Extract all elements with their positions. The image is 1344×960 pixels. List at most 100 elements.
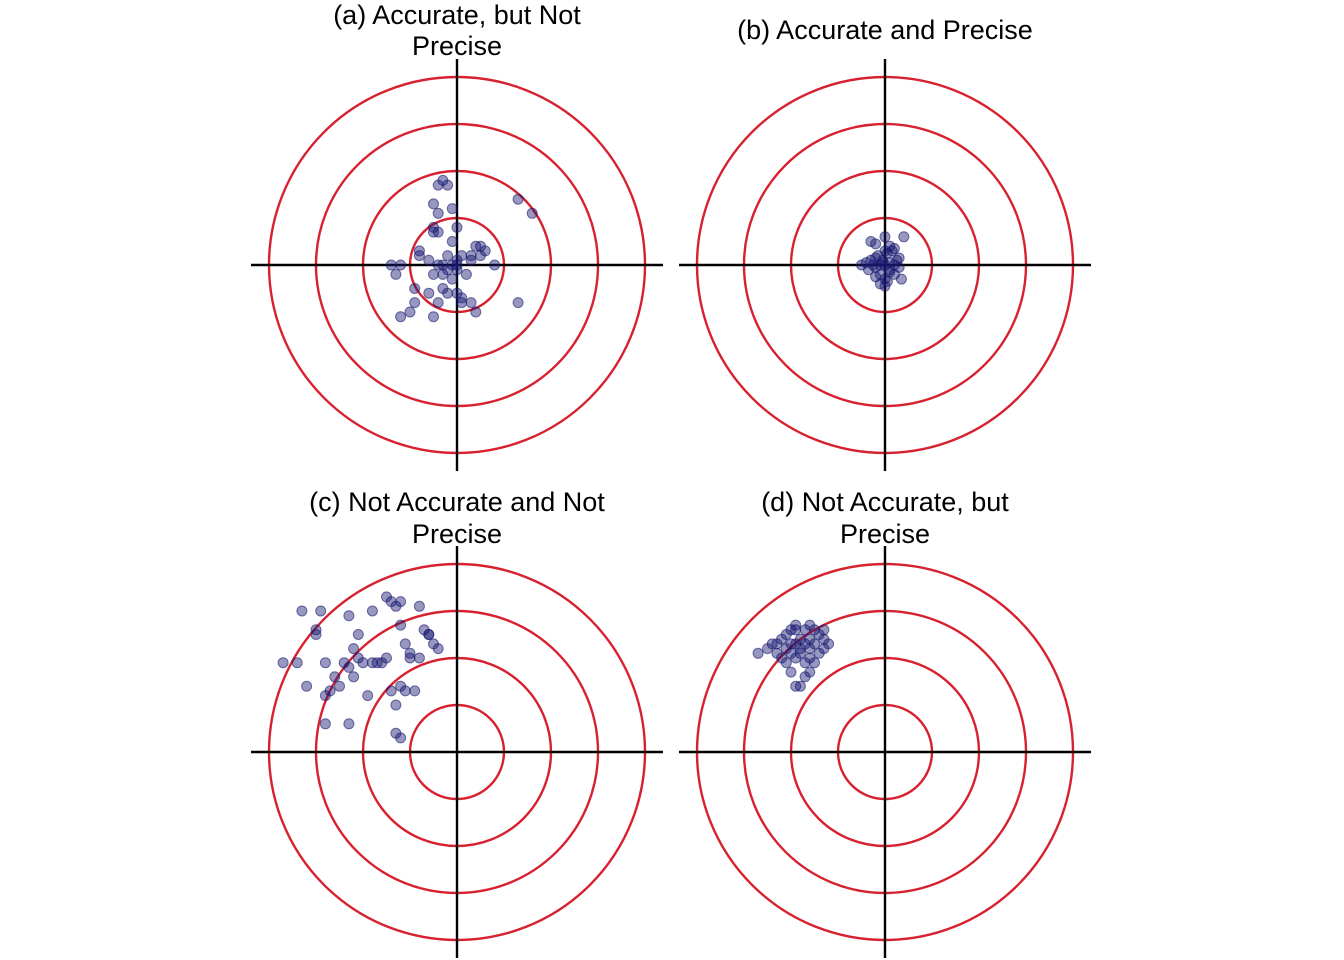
panel-a-point (385, 259, 397, 271)
panel-c-point (395, 619, 407, 631)
panel-a-point (395, 259, 407, 271)
panel-d-point (780, 657, 792, 669)
panel-a-point (404, 306, 416, 318)
panel-c-point (296, 605, 308, 617)
panel-c-point (334, 680, 345, 692)
panel-d-title-line-2: Precise (840, 519, 930, 549)
panel-b-point (895, 273, 907, 285)
panel-a-point (465, 250, 477, 262)
panel-d-point (752, 647, 764, 659)
panel-b-point (898, 231, 910, 243)
panel-c-point (399, 685, 411, 697)
panel-c-point (277, 657, 289, 669)
panel-b-point (888, 243, 900, 255)
panel-c-point (352, 629, 364, 640)
panel-c-point (301, 680, 313, 692)
panel-d-point (804, 619, 816, 631)
panel-d-point (809, 657, 820, 669)
panel-a-point (395, 311, 407, 323)
panel-c-point (404, 647, 416, 659)
panel-a-point (428, 268, 439, 280)
panel-c-point (390, 699, 402, 711)
panel-a-point (390, 268, 402, 280)
panel-c-point (343, 718, 355, 730)
panel-a-point (456, 297, 468, 309)
panel-c-title-line-1: (c) Not Accurate and Not (309, 487, 605, 517)
panel-a-point (446, 236, 458, 247)
panel-b-point (879, 245, 891, 257)
panel-d-point (785, 666, 797, 678)
panel-c-point (291, 657, 303, 669)
panel-b-point (893, 252, 905, 264)
panel-c-point (432, 643, 444, 655)
panel-b-point (881, 275, 893, 287)
panel-c-point (348, 643, 360, 655)
panel-a-point (446, 259, 458, 271)
panel-a-point (432, 297, 444, 309)
panel-b-point (884, 266, 896, 278)
panel-d-point (818, 643, 830, 655)
panel-a-point (409, 297, 421, 309)
panel-a-point (442, 287, 454, 299)
panel-c-point (413, 600, 425, 612)
panel-c-point (409, 685, 421, 697)
panel-c-point (362, 690, 374, 702)
panel-c-point (385, 685, 397, 697)
panel-a-point (460, 268, 472, 280)
panel-a-point (512, 297, 524, 309)
panel-b-point (879, 231, 891, 243)
panel-c-point (343, 610, 355, 622)
panel-c-point (366, 605, 378, 617)
panel-a-point (526, 207, 538, 219)
panel-d-point (771, 638, 783, 650)
panel-a-point (423, 254, 435, 266)
panel-c-point (324, 685, 336, 697)
panel-b-point (870, 238, 882, 250)
panel-a-title-line-1: (a) Accurate, but Not (333, 0, 581, 30)
panel-b-title-line-1: (b) Accurate and Precise (737, 15, 1033, 45)
panel-a-point (409, 283, 421, 294)
panel-b-point (870, 271, 882, 283)
panel-b-point (877, 257, 889, 269)
panel-d-point (809, 638, 820, 650)
panel-a-point (428, 198, 439, 210)
panel-c-point (413, 652, 425, 664)
panel-b-point (893, 261, 905, 273)
panel-d-point (804, 666, 816, 678)
panel-c-point (348, 671, 360, 683)
panel-c-point (315, 605, 327, 617)
panel-d-point (790, 619, 802, 631)
panel-d-title-line-1: (d) Not Accurate, but (761, 487, 1009, 517)
panel-a-point (446, 203, 458, 215)
panel-d-point (794, 680, 806, 692)
panel-a-point (423, 287, 435, 299)
panel-c-title-line-2: Precise (412, 519, 502, 549)
panel-c-point (357, 657, 369, 669)
panel-a-point (470, 240, 482, 252)
panel-c-point (319, 657, 331, 669)
panel-a-point (489, 259, 501, 271)
panel-c-point (319, 718, 331, 730)
panel-a-point (442, 250, 454, 262)
panel-a-point (470, 306, 482, 318)
panel-c-point (423, 629, 435, 640)
panel-a-point (451, 221, 463, 233)
panel-c-point (343, 661, 355, 673)
panel-c-point (310, 629, 322, 640)
panel-c-point (381, 652, 392, 664)
panel-a-point (428, 221, 439, 233)
panel-b: (b) Accurate and Precise (679, 15, 1091, 471)
panel-a-point (432, 179, 444, 191)
panel-c-point (329, 671, 341, 683)
panel-a-title-line-2: Precise (412, 31, 502, 61)
panel-a-point (446, 273, 458, 285)
panel-c-point (399, 638, 411, 650)
panel-a-point (465, 297, 477, 309)
panel-a-point (512, 193, 524, 205)
panel-a-point (432, 207, 444, 219)
panel-a-point (437, 259, 449, 271)
